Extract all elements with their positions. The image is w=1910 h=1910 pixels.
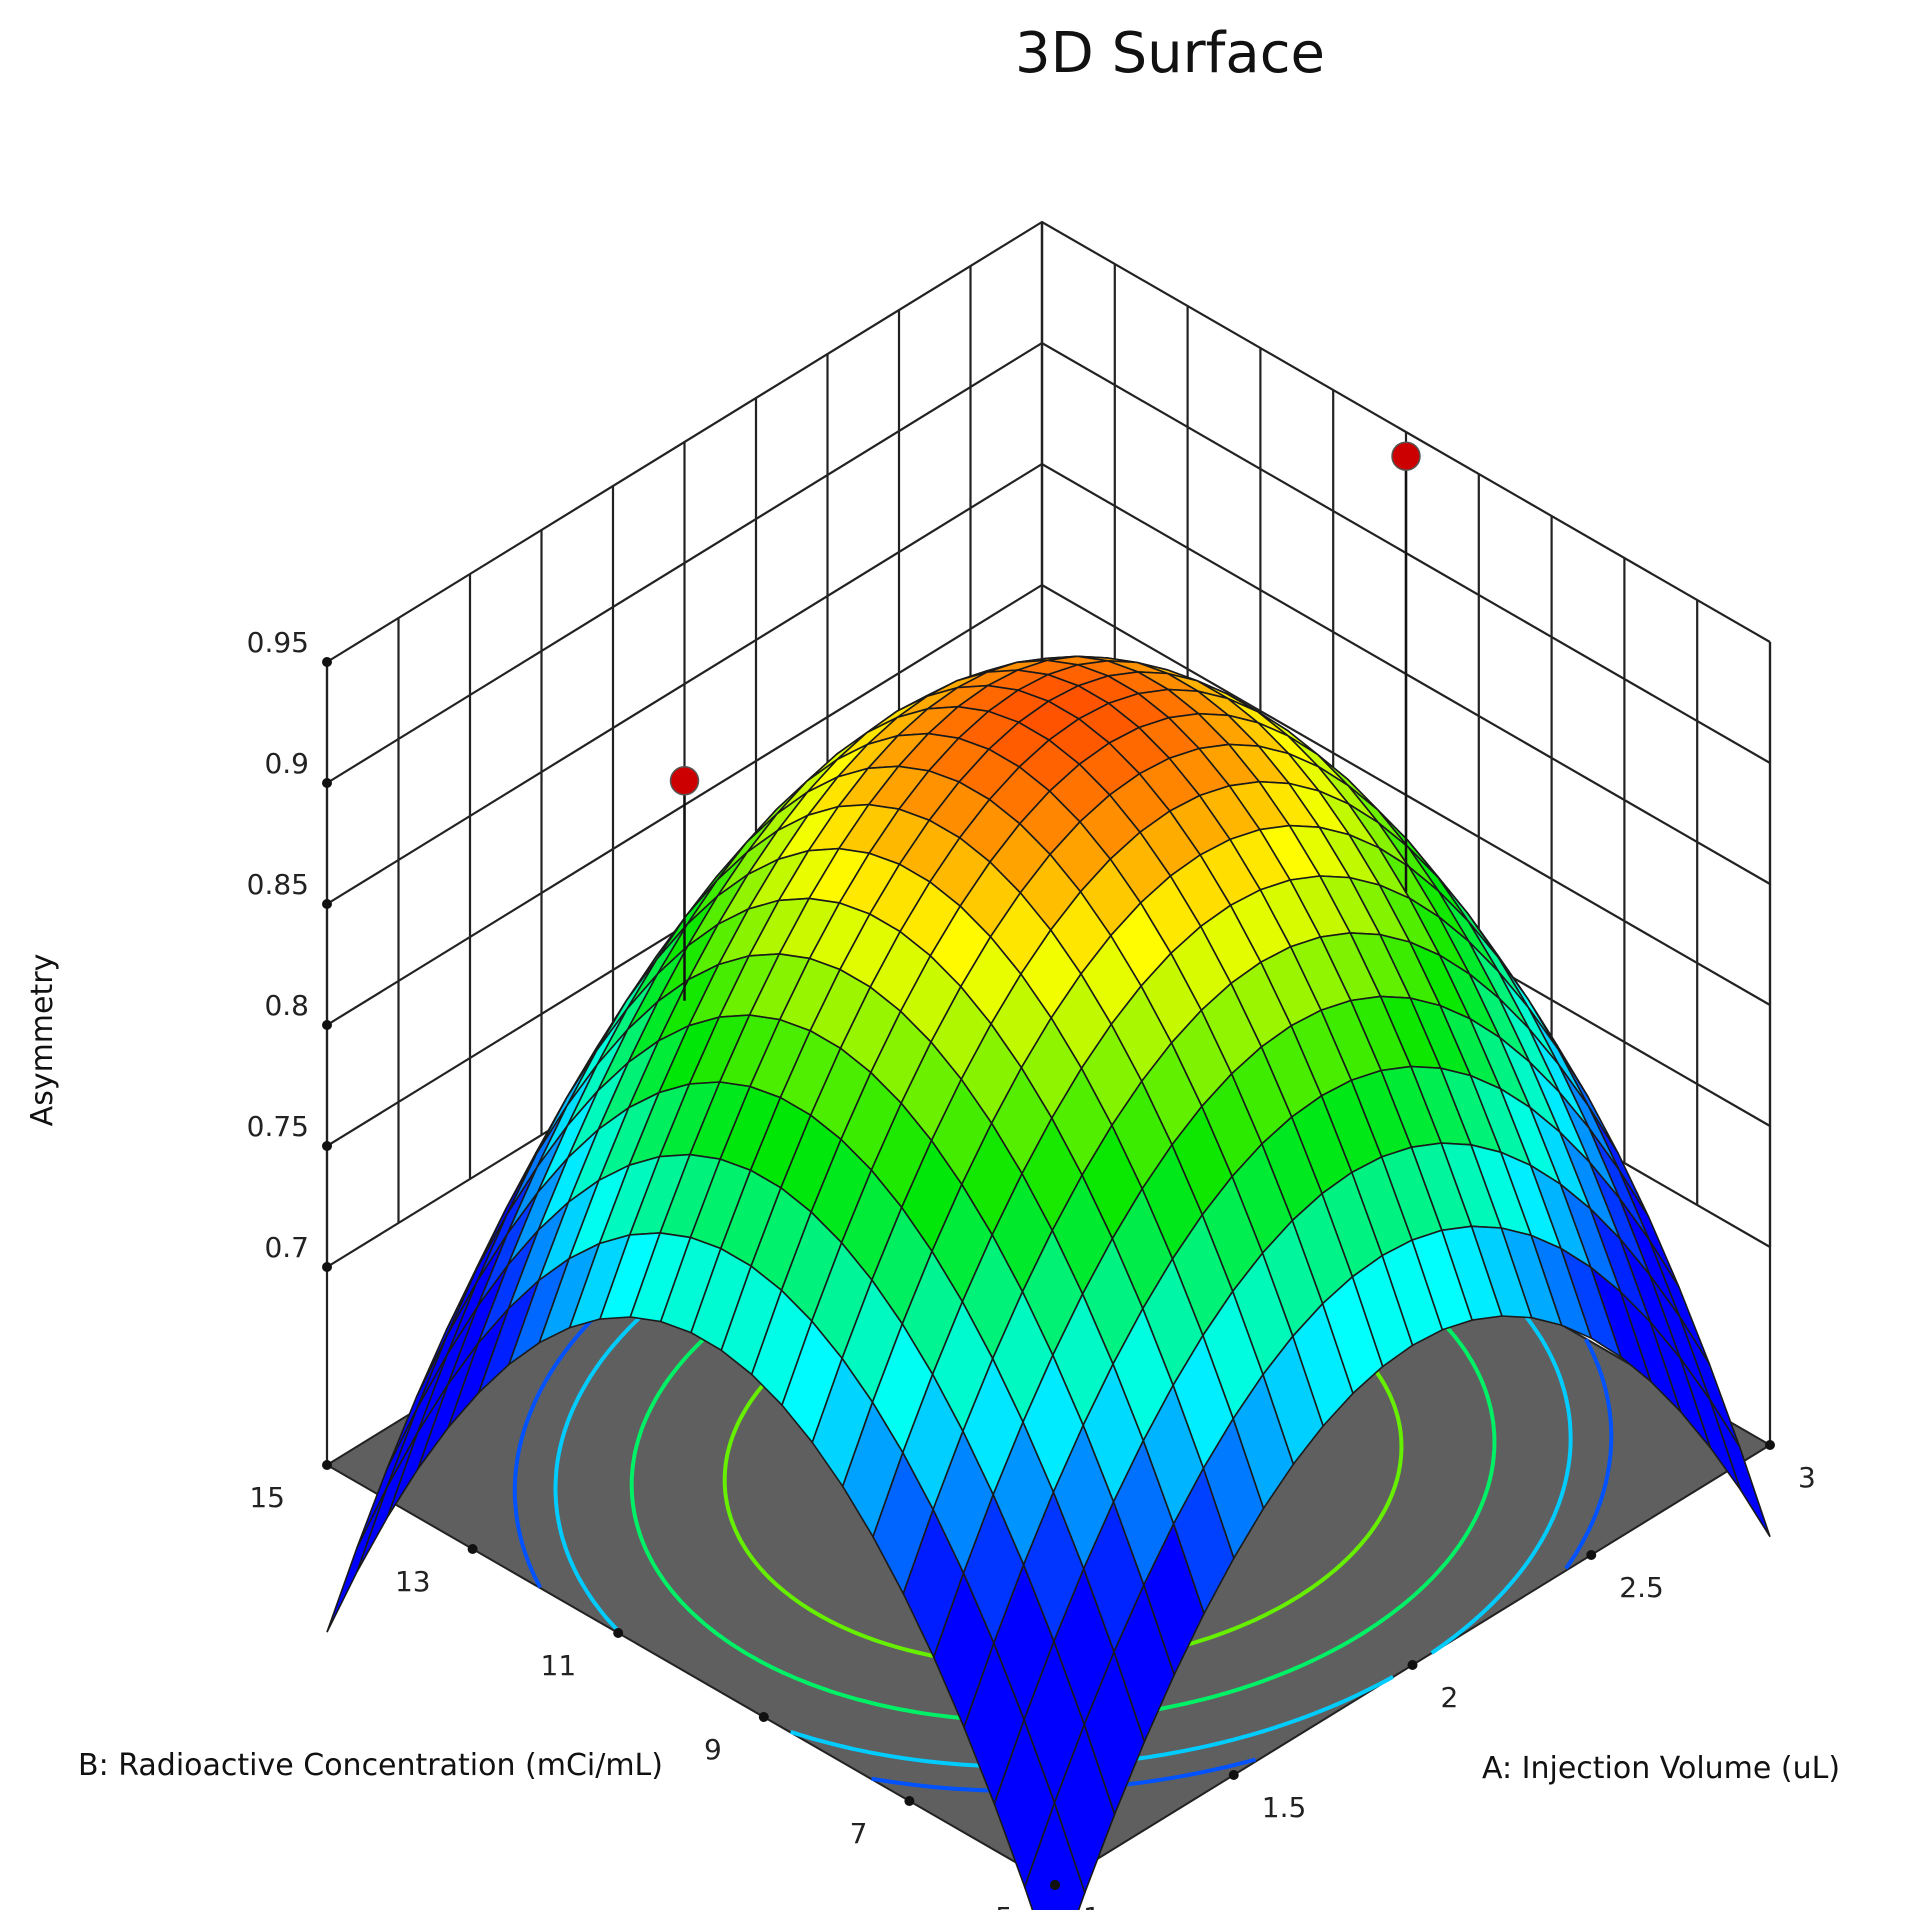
- x-tick-mark: [1765, 1440, 1775, 1450]
- z-axis-label: Asymmetry: [25, 954, 60, 1127]
- x-tick-label: 3: [1798, 1461, 1816, 1494]
- response-surface: [326, 655, 1771, 1910]
- x-axis-label: A: Injection Volume (uL): [1482, 1751, 1840, 1786]
- axis-ticks: 0.7 0.75 0.8 0.85 0.9 0.95 5 7 9 11 13 15 1 1.5 2 2.5 3: [247, 626, 1816, 1910]
- surface-patch: [1023, 1800, 1086, 1910]
- y-tick-mark: [467, 1544, 478, 1554]
- z-tick-label: 0.95: [247, 626, 309, 659]
- y-tick-label: 5: [995, 1901, 1013, 1910]
- x-tick-label: 2.5: [1619, 1571, 1664, 1604]
- y-tick-label: 15: [249, 1481, 285, 1514]
- x-tick-label: 1: [1083, 1901, 1101, 1910]
- z-gridline: [326, 220, 1771, 663]
- z-tick-label: 0.85: [247, 868, 309, 901]
- contour-line: [1564, 1338, 1614, 1570]
- x-tick-mark: [1228, 1770, 1239, 1780]
- z-tick-label: 0.9: [264, 747, 309, 780]
- y-tick-mark: [758, 1712, 769, 1722]
- x-tick-label: 2: [1441, 1681, 1459, 1714]
- points-above-surface: [669, 441, 1421, 1001]
- z-tick-mark: [322, 1020, 332, 1030]
- y-tick-mark: [322, 1460, 332, 1470]
- x-tick-mark: [1586, 1550, 1597, 1560]
- z-tick-mark: [322, 778, 332, 788]
- y-tick-label: 11: [541, 1649, 577, 1682]
- z-tick-mark: [322, 1141, 332, 1151]
- y-tick-label: 7: [850, 1817, 868, 1850]
- z-tick-mark: [322, 657, 332, 667]
- design-point: [1391, 441, 1421, 471]
- x-tick-mark: [1050, 1880, 1060, 1890]
- z-tick-label: 0.8: [264, 989, 309, 1022]
- chart-title: 3D Surface: [1015, 21, 1325, 86]
- x-tick-label: 1.5: [1262, 1791, 1307, 1824]
- y-tick-mark: [613, 1628, 624, 1638]
- surface-patch: [326, 1486, 388, 1633]
- z-tick-mark: [322, 1262, 332, 1272]
- z-tick-mark: [322, 899, 332, 909]
- y-tick-mark: [904, 1796, 915, 1806]
- design-point: [669, 766, 700, 796]
- z-tick-label: 0.7: [264, 1231, 309, 1264]
- y-tick-label: 9: [704, 1733, 722, 1766]
- y-tick-label: 13: [395, 1565, 431, 1598]
- y-axis-label: B: Radioactive Concentration (mCi/mL): [78, 1748, 663, 1783]
- z-tick-label: 0.75: [247, 1110, 309, 1143]
- x-tick-mark: [1407, 1660, 1418, 1670]
- contour-line: [1430, 1291, 1573, 1655]
